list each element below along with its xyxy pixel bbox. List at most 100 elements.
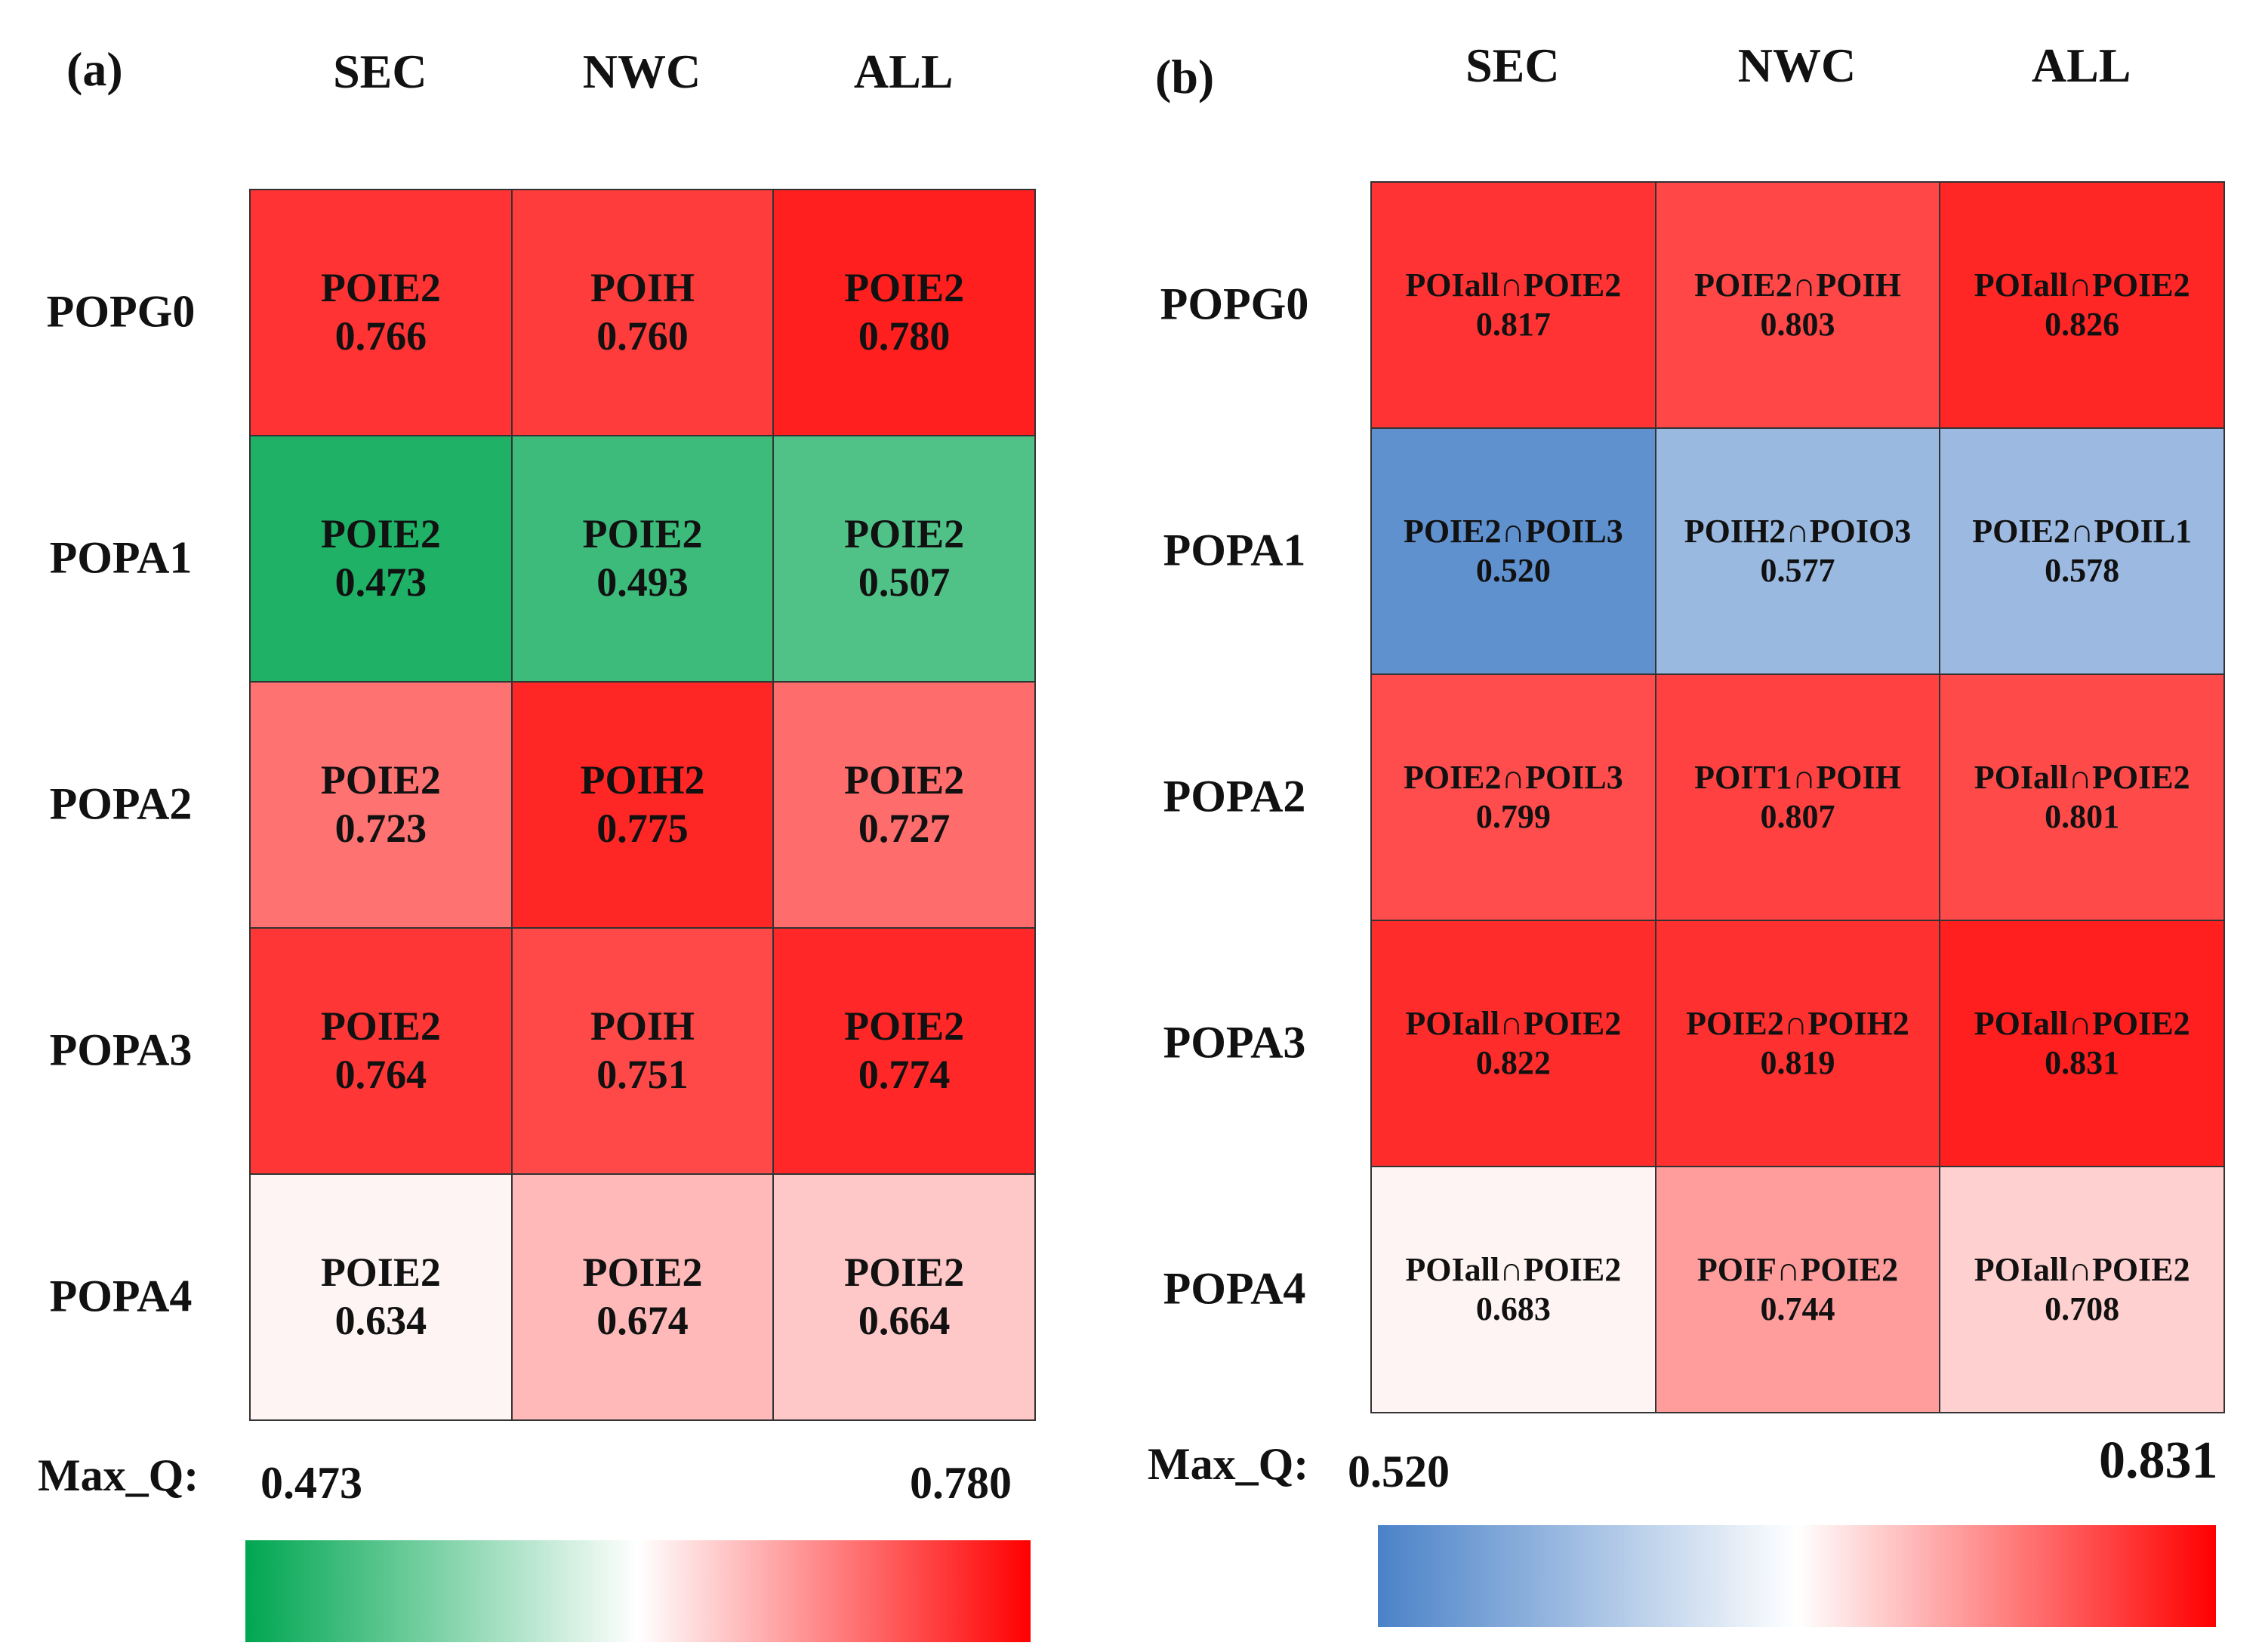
column-header: ALL xyxy=(2031,39,2131,92)
heatmap-cell: POIH 0.751 xyxy=(510,927,775,1175)
column-header: SEC xyxy=(333,45,427,98)
scale-max-label: 0.780 xyxy=(910,1458,1012,1508)
scale-min-label: 0.473 xyxy=(260,1458,362,1508)
heatmap-cell: POIE2∩POIH 0.803 xyxy=(1654,181,1941,429)
cell-value: 0.760 xyxy=(596,313,689,359)
cell-label: POIE2∩POIL1 xyxy=(1972,513,2193,550)
heatmap-cell: POIE2 0.766 xyxy=(249,189,513,436)
cell-label: POIE2 xyxy=(320,265,441,311)
heatmap-cell: POIE2∩POIL3 0.520 xyxy=(1370,427,1656,675)
heatmap-cell: POIall∩POIE2 0.831 xyxy=(1939,920,2225,1167)
heatmap-cell: POIE2 0.507 xyxy=(772,435,1036,683)
cell-value: 0.708 xyxy=(2045,1290,2120,1327)
row-header: POPA2 xyxy=(49,778,193,829)
heatmap-cell: POIH2∩POIO3 0.577 xyxy=(1654,427,1941,675)
heatmap-cell: POIE2 0.774 xyxy=(772,927,1036,1175)
colorbar xyxy=(245,1540,1031,1642)
cell-value: 0.780 xyxy=(858,313,951,359)
cell-label: POIE2∩POIH2 xyxy=(1686,1005,1909,1043)
cell-label: POIE2 xyxy=(844,1250,965,1296)
row-header: POPA3 xyxy=(1163,1017,1306,1068)
cell-label: POIH xyxy=(590,1003,695,1049)
heatmap-cell: POIE2 0.764 xyxy=(249,927,513,1175)
heatmap-cell: POIE2∩POIL1 0.578 xyxy=(1939,427,2225,675)
cell-value: 0.727 xyxy=(858,806,951,851)
cell-label: POIE2 xyxy=(582,511,703,557)
cell-value: 0.520 xyxy=(1475,552,1551,589)
heatmap-cell: POIF∩POIE2 0.744 xyxy=(1654,1166,1941,1413)
column-header: SEC xyxy=(1465,39,1560,92)
cell-value: 0.822 xyxy=(1475,1044,1551,1081)
cell-label: POIE2 xyxy=(320,757,441,803)
heatmap-cell: POIE2 0.723 xyxy=(249,681,513,929)
heatmap-cell: POIE2 0.493 xyxy=(510,435,775,683)
cell-label: POIF∩POIE2 xyxy=(1696,1251,1899,1289)
column-header: NWC xyxy=(582,45,701,98)
cell-label: POIE2∩POIH xyxy=(1694,267,1901,304)
heatmap-cell: POIall∩POIE2 0.683 xyxy=(1370,1166,1656,1413)
heatmap-cell: POIall∩POIE2 0.822 xyxy=(1370,920,1656,1167)
cell-label: POIall∩POIE2 xyxy=(1405,1251,1622,1289)
heatmap-cell: POIall∩POIE2 0.708 xyxy=(1939,1166,2225,1413)
scale-title: Max_Q: xyxy=(38,1450,199,1500)
cell-value: 0.507 xyxy=(858,559,951,605)
panel-label: (b) xyxy=(1155,50,1215,103)
cell-value: 0.683 xyxy=(1475,1290,1551,1327)
cell-label: POIall∩POIE2 xyxy=(1974,759,2190,797)
cell-value: 0.634 xyxy=(334,1298,427,1343)
cell-value: 0.766 xyxy=(334,313,427,359)
panel-label: (a) xyxy=(66,42,123,96)
row-header: POPA1 xyxy=(49,532,193,583)
heatmap-cell: POIE2∩POIL3 0.799 xyxy=(1370,673,1656,921)
cell-value: 0.831 xyxy=(2045,1044,2120,1081)
cell-label: POIE2 xyxy=(844,757,965,803)
row-header: POPA3 xyxy=(49,1025,193,1075)
heatmap-cell: POIall∩POIE2 0.826 xyxy=(1939,181,2225,429)
cell-value: 0.819 xyxy=(1760,1044,1835,1081)
heatmap-cell: POIH2 0.775 xyxy=(510,681,775,929)
cell-label: POIE2∩POIL3 xyxy=(1403,759,1623,797)
cell-label: POIall∩POIE2 xyxy=(1974,267,2190,304)
cell-label: POIE2 xyxy=(320,511,441,557)
heatmap-cell: POIall∩POIE2 0.817 xyxy=(1370,181,1656,429)
cell-label: POIE2 xyxy=(320,1003,441,1049)
scale-min-label: 0.520 xyxy=(1348,1447,1450,1496)
row-header: POPG0 xyxy=(1160,279,1309,329)
scale-max-label: 0.831 xyxy=(2099,1432,2218,1490)
column-header: ALL xyxy=(853,45,954,98)
heatmap-cell: POIE2 0.727 xyxy=(772,681,1036,929)
cell-label: POIall∩POIE2 xyxy=(1974,1251,2190,1289)
cell-label: POIH2 xyxy=(580,757,705,803)
cell-value: 0.799 xyxy=(1475,798,1551,835)
cell-value: 0.664 xyxy=(858,1298,951,1343)
heatmap-cell: POIE2∩POIH2 0.819 xyxy=(1654,920,1941,1167)
cell-value: 0.578 xyxy=(2045,552,2120,589)
column-header: NWC xyxy=(1737,39,1857,92)
heatmap-cell: POIE2 0.664 xyxy=(772,1173,1036,1421)
heatmap-cell: POIE2 0.674 xyxy=(510,1173,775,1421)
cell-value: 0.493 xyxy=(596,559,689,605)
cell-label: POIall∩POIE2 xyxy=(1405,267,1622,304)
cell-value: 0.803 xyxy=(1760,306,1835,343)
row-header: POPA1 xyxy=(1163,525,1306,575)
cell-label: POIE2 xyxy=(844,265,965,311)
cell-value: 0.801 xyxy=(2045,798,2120,835)
heatmap-cell: POIT1∩POIH 0.807 xyxy=(1654,673,1941,921)
cell-label: POIE2 xyxy=(844,511,965,557)
cell-value: 0.744 xyxy=(1760,1290,1835,1327)
heatmap-cell: POIall∩POIE2 0.801 xyxy=(1939,673,2225,921)
row-header: POPA4 xyxy=(49,1271,193,1321)
cell-value: 0.826 xyxy=(2045,306,2120,343)
cell-value: 0.775 xyxy=(596,806,689,851)
cell-label: POIE2 xyxy=(582,1250,703,1296)
row-header: POPA4 xyxy=(1163,1263,1306,1314)
cell-value: 0.577 xyxy=(1760,552,1835,589)
cell-value: 0.817 xyxy=(1475,306,1551,343)
cell-label: POIT1∩POIH xyxy=(1694,759,1901,797)
cell-value: 0.764 xyxy=(334,1052,427,1097)
cell-label: POIE2∩POIL3 xyxy=(1403,513,1623,550)
row-header: POPA2 xyxy=(1163,771,1306,821)
cell-label: POIE2 xyxy=(320,1250,441,1296)
heatmap-cell: POIH 0.760 xyxy=(510,189,775,436)
cell-value: 0.473 xyxy=(334,559,427,605)
